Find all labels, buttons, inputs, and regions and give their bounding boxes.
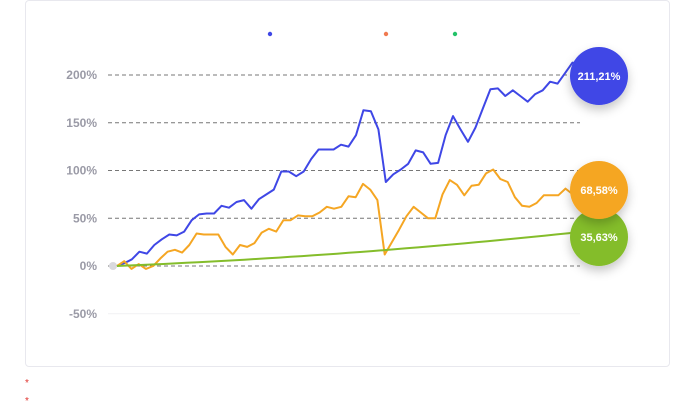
y-tick-label: 150% [66,116,97,130]
end-value-badge [570,161,628,219]
y-tick-label: -50% [69,307,97,321]
chart-card [25,0,670,367]
series-line-1 [116,168,581,270]
series-line-2 [116,231,581,267]
end-value-label: 68,58% [580,185,618,197]
y-tick-label: 200% [66,68,97,82]
end-value-label: 211,21% [578,71,621,83]
series-line-0 [116,61,581,267]
origin-dot [109,262,117,270]
footnote-marker: * [25,378,29,389]
footnote-marker: * [25,396,29,407]
y-tick-label: 0% [80,259,98,273]
legend-dot [452,31,458,37]
end-value-badge [570,208,628,266]
legend-dot [383,31,389,37]
y-tick-label: 50% [73,211,97,225]
legend-dot [267,31,273,37]
end-value-label: 35,63% [580,232,618,244]
y-tick-label: 100% [66,164,97,178]
end-value-badge [570,47,628,105]
